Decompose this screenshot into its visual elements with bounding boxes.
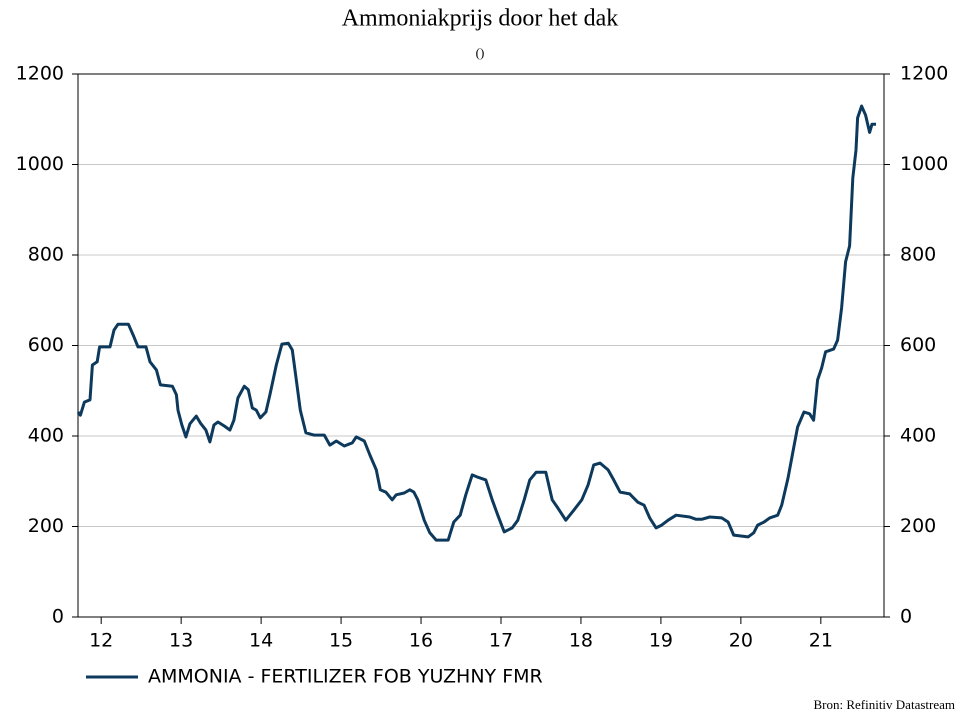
x-tick-label: 21	[809, 630, 833, 652]
x-tick-label: 20	[729, 630, 753, 652]
legend-label: AMMONIA - FERTILIZER FOB YUZHNY FMR	[148, 666, 543, 688]
y-tick-label: 600	[28, 334, 64, 356]
x-tick-label: 19	[649, 630, 673, 652]
y2-tick-label: 400	[900, 425, 936, 447]
y-tick-label: 200	[28, 515, 64, 537]
y2-tick-label: 200	[900, 515, 936, 537]
y-tick-label: 1200	[16, 63, 64, 85]
y2-tick-label: 600	[900, 334, 936, 356]
y-tick-label: 0	[52, 606, 64, 628]
chart-title: Ammoniakprijs door het dak	[342, 6, 619, 32]
y-tick-label: 1000	[16, 153, 64, 175]
x-tick-label: 16	[409, 630, 433, 652]
x-tick-label: 13	[169, 630, 193, 652]
y2-tick-label: 800	[900, 244, 936, 266]
series-line	[76, 104, 876, 542]
y2-tick-label: 1000	[900, 153, 948, 175]
x-tick-label: 12	[89, 630, 113, 652]
y2-tick-label: 0	[900, 606, 912, 628]
x-tick-label: 14	[249, 630, 273, 652]
y-tick-label: 400	[28, 425, 64, 447]
source: Bron: Refinitiv Datastream	[813, 697, 955, 712]
x-tick-label: 15	[329, 630, 353, 652]
plot-frame	[77, 73, 885, 618]
y-tick-label: 800	[28, 244, 64, 266]
y2-tick-label: 1200	[900, 63, 948, 85]
chart-subtitle: ()	[476, 45, 485, 60]
x-tick-label: 18	[569, 630, 593, 652]
x-tick-label: 17	[489, 630, 513, 652]
